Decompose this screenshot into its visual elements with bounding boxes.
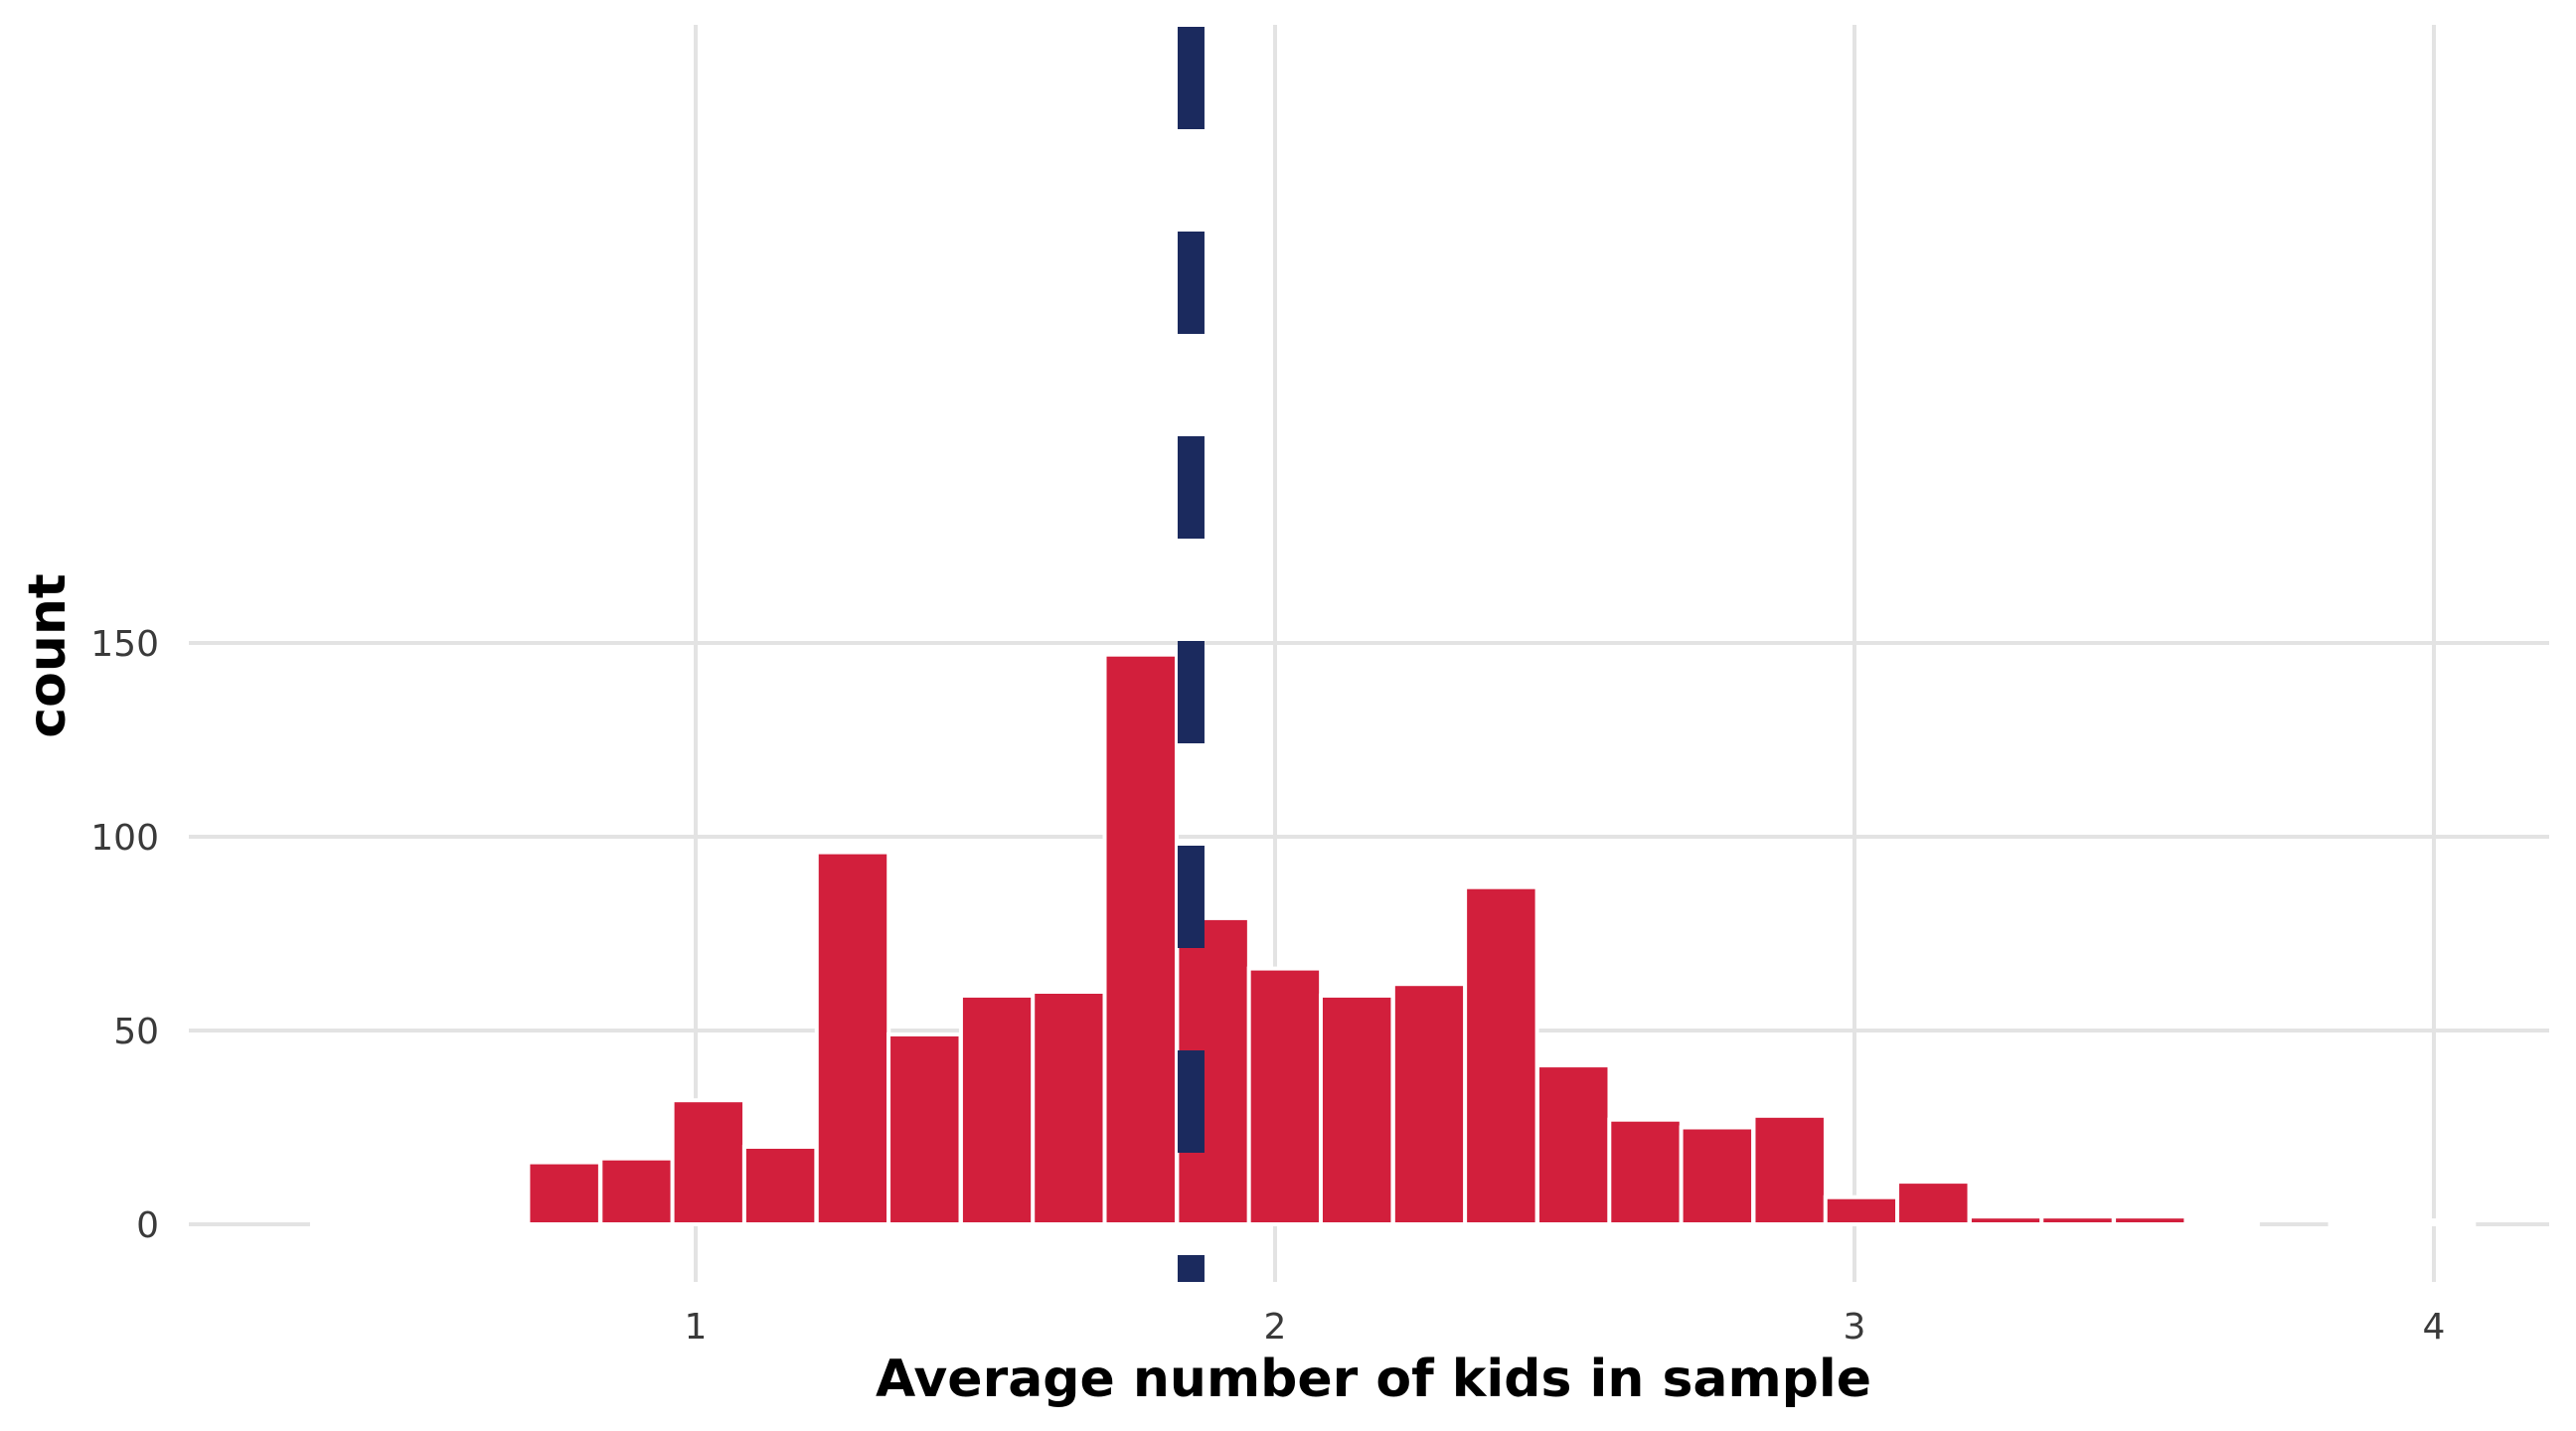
histogram-bar xyxy=(309,1218,387,1226)
histogram-bar xyxy=(1463,884,1539,1226)
histogram-bar xyxy=(2112,1214,2188,1226)
histogram-bar xyxy=(1535,1063,1612,1226)
histogram-bar xyxy=(886,1032,963,1227)
histogram-bar xyxy=(1679,1125,1756,1226)
y-tick-label: 100 xyxy=(90,818,159,859)
x-tick-label: 3 xyxy=(1844,1307,1866,1348)
x-tick-labels: 1 2 3 4 xyxy=(685,1307,2446,1348)
histogram-bar xyxy=(2399,1218,2477,1226)
histogram-bar xyxy=(1895,1180,1972,1226)
x-tick-label: 2 xyxy=(1264,1307,1287,1348)
histogram-bar xyxy=(2328,1218,2405,1226)
histogram-bar xyxy=(958,993,1036,1227)
histogram-bar xyxy=(1967,1214,2044,1226)
y-tick-label: 150 xyxy=(90,624,159,665)
histogram-bar xyxy=(1823,1194,1900,1226)
histogram-bar xyxy=(2183,1218,2260,1226)
histogram-bar xyxy=(741,1145,819,1226)
y-tick-label: 0 xyxy=(136,1205,159,1246)
y-axis-title: count xyxy=(18,573,78,737)
x-axis-title: Average number of kids in sample xyxy=(876,1350,1871,1409)
histogram-bar xyxy=(1751,1113,1828,1227)
histogram-bar xyxy=(526,1160,602,1226)
histogram-bar xyxy=(1607,1117,1684,1226)
histogram-bar xyxy=(598,1156,675,1226)
y-tick-label: 50 xyxy=(113,1012,159,1052)
histogram-bar xyxy=(2039,1214,2116,1226)
x-tick-label: 4 xyxy=(2423,1307,2446,1348)
histogram-bar xyxy=(670,1098,747,1226)
y-tick-labels: 0 50 100 150 xyxy=(90,624,159,1246)
histogram-bar xyxy=(382,1218,459,1226)
x-tick-label: 1 xyxy=(685,1307,708,1348)
histogram-bar xyxy=(1102,652,1179,1226)
histogram-bar xyxy=(454,1218,531,1226)
histogram-bar xyxy=(1246,966,1324,1226)
histogram-bar xyxy=(1318,993,1395,1227)
histogram-bar xyxy=(1031,990,1107,1226)
histogram-bar xyxy=(814,850,891,1226)
histogram-bars xyxy=(309,652,2477,1227)
histogram-bar xyxy=(1390,982,1468,1227)
